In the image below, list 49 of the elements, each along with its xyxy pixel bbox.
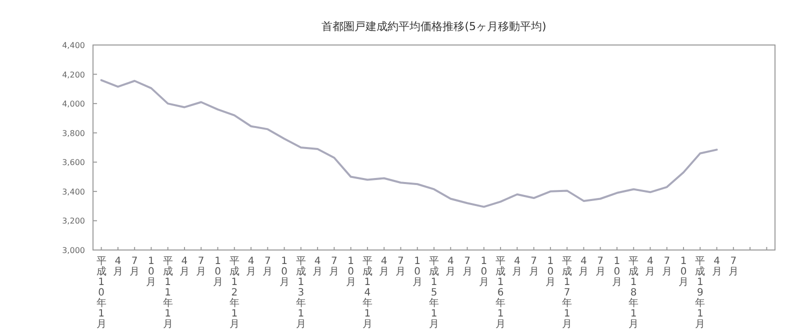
y-tick-label: 4,400 (62, 41, 85, 50)
chart-title: 首都圏戸建成約平均価格推移(5ヶ月移動平均) (322, 20, 546, 33)
x-tick-label: 7月 (462, 256, 472, 278)
x-tick-label: 7月 (262, 256, 273, 278)
x-tick-label: 4月 (712, 256, 722, 278)
x-tick-label: 平成15年1月 (429, 256, 439, 330)
x-tick-label: 4月 (645, 256, 656, 278)
x-tick-label: 10月 (412, 256, 422, 288)
x-tick-label: 平成10年1月 (96, 256, 106, 330)
y-tick-label: 3,000 (62, 246, 85, 255)
x-tick-label: 平成19年1月 (695, 256, 706, 330)
x-tick-label: 10月 (678, 256, 689, 288)
x-tick-label: 10月 (212, 256, 223, 288)
y-tick-label: 3,200 (62, 216, 85, 226)
y-tick-label: 3,800 (62, 128, 85, 138)
x-tick-label: 7月 (329, 256, 340, 278)
x-tick-label: 平成16年1月 (496, 256, 506, 330)
x-tick-label: 4月 (179, 256, 190, 278)
x-tick-label: 4月 (379, 256, 390, 278)
x-tick-label: 4月 (512, 256, 522, 278)
x-tick-label: 平成17年1月 (562, 256, 572, 330)
x-tick-label: 10月 (279, 256, 290, 288)
x-tick-label: 10月 (346, 256, 356, 288)
x-tick-label: 7月 (662, 256, 672, 278)
x-tick-label: 7月 (528, 256, 539, 278)
x-tick-label: 4月 (312, 256, 323, 278)
x-tick-label: 7月 (130, 256, 140, 278)
x-tick-label: 平成11年1月 (162, 256, 173, 330)
y-tick-label: 3,400 (62, 187, 85, 196)
x-tick-label: 4月 (446, 256, 456, 278)
x-tick-label: 7月 (728, 256, 738, 278)
x-tick-label: 7月 (396, 256, 406, 278)
x-tick-label: 10月 (612, 256, 622, 288)
x-tick-label: 4月 (578, 256, 589, 278)
y-tick-label: 4,000 (62, 100, 85, 109)
x-tick-label: 7月 (196, 256, 206, 278)
x-tick-label: 7月 (595, 256, 606, 278)
x-tick-label: 平成12年1月 (229, 256, 240, 330)
line-series (100, 79, 718, 208)
x-tick-label: 10月 (478, 256, 489, 288)
y-tick-label: 3,600 (62, 158, 85, 168)
x-tick-label: 平成14年1月 (362, 256, 372, 330)
x-tick-label: 4月 (112, 256, 123, 278)
x-tick-label: 4月 (246, 256, 256, 278)
x-tick-label: 平成13年1月 (296, 256, 306, 330)
y-tick-label: 4,200 (62, 70, 85, 80)
x-tick-label: 10月 (146, 256, 156, 288)
x-tick-label: 平成18年1月 (628, 256, 639, 330)
x-tick-label: 10月 (545, 256, 556, 288)
